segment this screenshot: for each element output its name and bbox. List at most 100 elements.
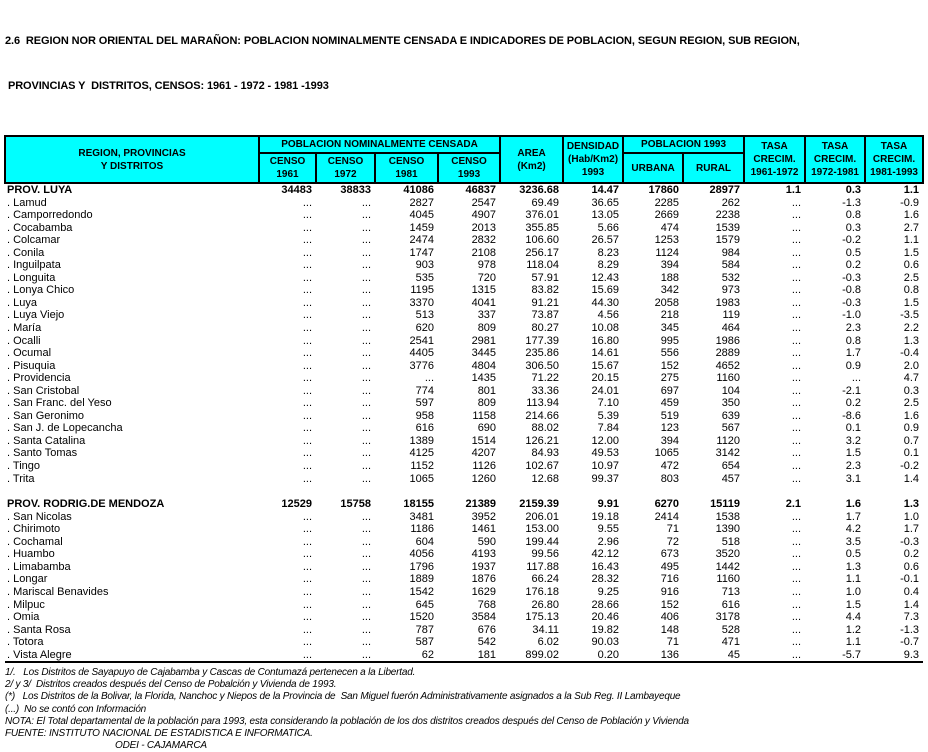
- row-value: 4652: [715, 359, 741, 372]
- row-name: . Luya: [7, 296, 37, 309]
- row-name: . Trita: [7, 472, 35, 485]
- row-value: 1065: [654, 447, 680, 460]
- row-value: ...: [791, 573, 802, 586]
- row-name: . Limabamba: [7, 560, 71, 573]
- row-value: 1461: [471, 523, 497, 536]
- row-value: ...: [361, 560, 371, 573]
- row-value: ...: [791, 284, 802, 297]
- row-value: ...: [791, 347, 802, 360]
- table-row: . Milpuc...... 645 768 26.80 28.66 152 616... 1…: [5, 599, 923, 612]
- row-value: 126.21: [525, 434, 560, 447]
- row-value: ...: [791, 611, 802, 624]
- row-value: 41086: [403, 184, 434, 196]
- row-value: ...: [302, 548, 312, 561]
- row-value: 768: [477, 598, 497, 611]
- row-value: ...: [791, 259, 802, 272]
- row-value: ...: [791, 409, 802, 422]
- row-value: 690: [477, 422, 497, 435]
- row-value: 7.3: [903, 611, 920, 624]
- row-value: 1.6: [903, 409, 920, 422]
- row-value: 10.08: [591, 322, 620, 335]
- row-name: . Chirimoto: [7, 523, 61, 536]
- table-row: . San Nicolas...... 3481 3952 206.01 19.18 24…: [5, 511, 923, 524]
- table-row: PROV. LUYA 34483 38833 41086 46837 3236.68 14.…: [5, 183, 923, 197]
- row-value: 916: [660, 585, 680, 598]
- row-value: ...: [302, 447, 312, 460]
- row-value: 9.55: [597, 523, 620, 536]
- spacer-cell: [5, 485, 923, 498]
- row-value: 19.18: [591, 510, 620, 523]
- row-value: 1.3: [845, 560, 862, 573]
- row-value: ...: [361, 460, 371, 473]
- row-value: 4193: [471, 548, 497, 561]
- row-value: ...: [302, 209, 312, 222]
- row-value: 645: [415, 598, 434, 611]
- table-row: . Conila...... 1747 2108 256.17 8.23 1124 984.…: [5, 247, 923, 260]
- row-value: 5.39: [597, 409, 620, 422]
- row-value: 3236.68: [519, 184, 560, 196]
- row-value: 673: [660, 548, 680, 561]
- row-value: 12.68: [531, 472, 560, 485]
- table-row: . Luya Viejo...... 513 337 73.87 4.56 218 119.…: [5, 309, 923, 322]
- row-value: ...: [302, 472, 312, 485]
- row-value: ...: [361, 535, 371, 548]
- row-value: 117.88: [526, 560, 560, 573]
- row-value: 24.01: [591, 384, 620, 397]
- row-value: 10.97: [591, 460, 620, 473]
- table-row: . San J. de Lopecancha...... 616 690 88.02 7…: [5, 422, 923, 435]
- row-name: . Inguilpata: [7, 259, 61, 272]
- row-value: 90.03: [591, 636, 620, 649]
- row-value: 176.18: [525, 585, 560, 598]
- row-value: 102.67: [525, 460, 560, 473]
- row-value: 590: [477, 535, 497, 548]
- row-value: 1983: [715, 296, 741, 309]
- row-value: ...: [361, 434, 371, 447]
- row-value: ...: [791, 422, 802, 435]
- row-value: 2.3: [845, 460, 862, 473]
- table-row: . Lamud...... 2827 2547 69.49 36.65 2285 262..…: [5, 197, 923, 210]
- row-value: -1.0: [842, 309, 862, 322]
- header-area: AREA (Km2): [499, 135, 565, 184]
- row-value: 2832: [471, 234, 497, 247]
- row-value: 713: [721, 585, 741, 598]
- row-value: 1158: [472, 409, 497, 422]
- row-value: 0.5: [845, 548, 862, 561]
- row-value: 1.0: [903, 510, 920, 523]
- row-value: 153.00: [525, 523, 560, 536]
- row-value: 148: [660, 623, 680, 636]
- row-value: 83.82: [531, 284, 560, 297]
- row-value: 2474: [409, 234, 434, 247]
- table-row: . Pisuquia...... 3776 4804 306.50 15.67 152 46…: [5, 360, 923, 373]
- row-value: 495: [660, 560, 680, 573]
- row-name: . Cochamal: [7, 535, 63, 548]
- row-name: . Longar: [7, 573, 48, 586]
- row-value: ...: [361, 372, 371, 385]
- row-value: 57.91: [531, 271, 560, 284]
- row-value: 3445: [471, 347, 497, 360]
- footnote-line: NOTA: El Total departamental de la pobla…: [5, 715, 689, 727]
- row-value: ...: [302, 334, 312, 347]
- row-value: ...: [361, 209, 371, 222]
- row-value: ...: [361, 598, 371, 611]
- row-value: 275: [660, 372, 680, 385]
- row-value: 99.56: [531, 548, 560, 561]
- header-tasa-crecim-1981-1993: TASA CRECIM. 1981-1993: [864, 135, 925, 184]
- row-name: PROV. LUYA: [7, 184, 73, 196]
- row-value: 34483: [281, 184, 312, 196]
- row-value: 342: [660, 284, 680, 297]
- row-value: 62: [375, 648, 438, 664]
- row-value: 8.29: [597, 259, 620, 272]
- row-value: ...: [361, 548, 371, 561]
- row-value: ...: [791, 372, 802, 385]
- table-row: . Santa Rosa...... 787 676 34.11 19.82 148 528…: [5, 624, 923, 637]
- row-value: ...: [791, 510, 802, 523]
- row-value: ...: [302, 196, 312, 209]
- row-value: 0.8: [845, 334, 862, 347]
- row-value: 519: [660, 409, 680, 422]
- row-value: 1796: [409, 560, 434, 573]
- row-value: 0.1: [845, 422, 862, 435]
- row-value: 1.5: [845, 598, 862, 611]
- row-name: . Luya Viejo: [7, 309, 65, 322]
- row-value: 28977: [709, 184, 741, 196]
- row-value: ...: [361, 246, 371, 259]
